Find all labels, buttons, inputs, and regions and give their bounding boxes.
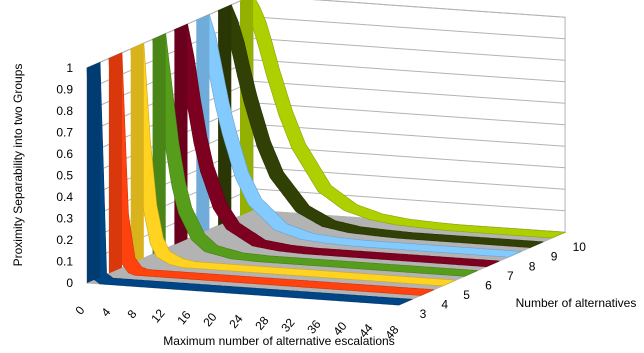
- z-axis-title: Number of alternatives: [516, 296, 637, 310]
- ribbon-surface: [130, 42, 456, 287]
- series-ribbon: [130, 42, 456, 287]
- x-tick-label: 8: [124, 307, 139, 321]
- x-tick-label: 28: [252, 313, 272, 332]
- chart-walls: [86, 0, 566, 306]
- y-tick-label: 0.1: [56, 255, 73, 269]
- y-tick-label: 0.4: [56, 190, 73, 204]
- ribbon-surface: [152, 33, 478, 277]
- series-ribbon: [108, 52, 435, 296]
- x-tick-label: 0: [72, 303, 87, 317]
- ribbon-surface: [195, 13, 522, 258]
- ribbon-face: [87, 62, 101, 283]
- y-tick-label: 0.6: [56, 147, 73, 161]
- z-tick-label: 8: [529, 259, 536, 273]
- y-tick-label: 0.3: [56, 212, 73, 226]
- y-tick-label: 0.9: [56, 83, 73, 97]
- z-tick-label: 9: [551, 250, 558, 264]
- y-tick-label: 1: [66, 61, 73, 75]
- ribbon-surface: [239, 0, 567, 239]
- x-tick-label: 24: [226, 312, 246, 331]
- z-tick-labels: 34 5 6 7 8 9 10: [420, 240, 587, 321]
- z-tick-label: 4: [441, 298, 448, 312]
- x-tick-label: 4: [98, 305, 113, 319]
- z-tick-label: 6: [485, 278, 492, 292]
- y-axis-title: Proximity Separability into two Groups: [11, 64, 25, 267]
- x-axis-title: Maximum number of alternative escalation…: [163, 334, 394, 348]
- x-tick-label: 20: [200, 310, 220, 329]
- ribbon-surface: [108, 52, 435, 296]
- y-tick-label: 0.5: [56, 169, 73, 183]
- z-tick-label: 10: [573, 240, 587, 254]
- y-tick-label: 0.7: [56, 126, 73, 140]
- y-tick-labels: 0 0.1 0.2 0.3 0.4 0.5 0.6 0.7 0.8 0.9 1: [56, 61, 73, 290]
- z-tick-label: 7: [507, 269, 514, 283]
- ribbon-surface: [217, 4, 544, 248]
- x-tick-label: 16: [174, 308, 194, 327]
- y-tick-label: 0.2: [56, 233, 73, 247]
- x-tick-label: 32: [278, 315, 298, 334]
- z-tick-label: 5: [463, 288, 470, 302]
- series-ribbons: [86, 0, 567, 306]
- y-tick-label: 0: [66, 276, 73, 290]
- ribbon-surface: [174, 23, 500, 268]
- series-ribbon: [86, 61, 414, 306]
- ribbon-surface: [86, 61, 414, 306]
- ribbon-face: [108, 52, 122, 274]
- z-tick-label: 3: [420, 307, 427, 321]
- ribbon-face: [130, 43, 144, 264]
- y-tick-label: 0.8: [56, 104, 73, 118]
- x-tick-label: 12: [148, 306, 168, 325]
